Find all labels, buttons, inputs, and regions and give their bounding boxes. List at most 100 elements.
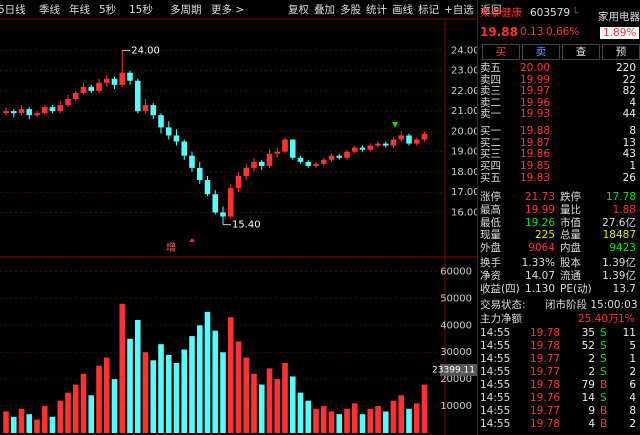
volume-bar xyxy=(119,303,126,433)
stat-value: 19.99 xyxy=(524,203,555,216)
volume-bar xyxy=(282,363,288,433)
stat-label: 最高 xyxy=(480,203,501,216)
volume-bar xyxy=(18,408,25,433)
stat-value: 19.26 xyxy=(524,216,555,229)
toolbar-item[interactable]: 5日线 xyxy=(0,4,26,16)
volume-bar xyxy=(297,392,304,433)
trade-side: S xyxy=(600,327,607,339)
candle-body xyxy=(413,139,420,144)
toolbar-item[interactable]: 叠加 xyxy=(314,4,335,16)
candle-body xyxy=(220,212,226,217)
candle-body xyxy=(134,80,141,112)
signal-label: 增 xyxy=(166,241,176,254)
volume-bar xyxy=(142,352,149,433)
flow-pct: 1% xyxy=(618,313,635,325)
button[interactable]: 查 xyxy=(562,44,600,60)
volume-bar xyxy=(181,349,188,433)
volume-bar xyxy=(328,411,335,433)
volume-bar xyxy=(367,408,374,433)
candle-body xyxy=(266,153,273,166)
stat-label: 内盘 xyxy=(560,242,581,255)
trade-time: 14:55 xyxy=(480,379,511,391)
volume-bar xyxy=(266,368,273,433)
book-label: 买三 xyxy=(480,148,501,161)
sector: 家用电器 xyxy=(598,11,640,23)
candle-body xyxy=(65,99,71,106)
stat-value: 27.6亿 xyxy=(602,216,636,229)
stock-name: 荣泰健康 xyxy=(480,7,522,19)
button[interactable]: 卖 xyxy=(522,44,560,60)
trade-count: 1 xyxy=(629,353,636,365)
button[interactable]: 预 xyxy=(602,44,640,60)
trade-count: 4 xyxy=(629,392,636,404)
volume-bar xyxy=(251,373,257,433)
stat-value: 9064 xyxy=(528,242,555,255)
toolbar-item[interactable]: 画线 xyxy=(392,4,413,16)
candle-body xyxy=(18,109,25,114)
stat-label: 外盘 xyxy=(480,242,501,255)
stock-flag: L xyxy=(574,6,579,15)
status: 闭市阶段 15:00:03 xyxy=(545,299,638,311)
y-tick-label: 18.00 xyxy=(451,167,477,178)
y-tick-label: 23.00 xyxy=(451,66,477,77)
book-label: 买四 xyxy=(480,160,501,173)
volume-bar xyxy=(421,384,428,433)
toolbar-item[interactable]: 年线 xyxy=(69,4,90,16)
trade-time: 14:55 xyxy=(480,327,511,339)
candle-body xyxy=(196,167,203,181)
book-price: 19.85 xyxy=(520,160,551,173)
trade-time: 14:55 xyxy=(480,353,511,365)
trade-volume: 4 xyxy=(588,418,595,430)
volume-bar xyxy=(111,379,118,433)
book-label: 买一 xyxy=(480,125,501,137)
toolbar-item[interactable]: +自选 xyxy=(444,4,474,16)
candle-body xyxy=(359,147,366,150)
volume-bar xyxy=(235,341,242,433)
volume-bar xyxy=(375,406,381,433)
volume-bar xyxy=(320,406,327,433)
candle-body xyxy=(320,159,327,164)
volume-bar xyxy=(243,357,250,433)
toolbar-item[interactable]: 多周期 xyxy=(170,4,202,16)
stock-code: 603579 xyxy=(530,7,571,19)
toolbar-item[interactable]: 复权 xyxy=(288,4,309,16)
toolbar-item[interactable]: 统计 xyxy=(366,4,387,16)
toolbar-item[interactable]: 季线 xyxy=(39,4,60,16)
toolbar-item[interactable]: 15秒 xyxy=(129,4,153,16)
volume-bar xyxy=(398,395,405,433)
book-volume: 82 xyxy=(622,85,636,98)
toolbar-item[interactable]: 标记 xyxy=(418,4,439,16)
y-tick-label: 50000 xyxy=(440,293,472,304)
candle-body xyxy=(235,175,242,189)
candle-body xyxy=(189,155,195,168)
book-volume: 4 xyxy=(629,96,636,109)
button[interactable]: 买 xyxy=(482,44,520,60)
stat-value: 1.39亿 xyxy=(602,257,636,269)
trade-price: 19.78 xyxy=(530,379,561,391)
candle-body xyxy=(344,151,350,158)
toolbar-item[interactable]: 5秒 xyxy=(99,4,117,16)
candle-body xyxy=(57,105,64,112)
candle-body xyxy=(289,139,296,158)
candle-body xyxy=(382,143,389,146)
volume-bar xyxy=(49,416,56,433)
toolbar-item[interactable]: 返回 xyxy=(480,4,502,16)
trade-volume: 14 xyxy=(581,392,595,404)
status-label: 交易状态: xyxy=(480,299,526,311)
toolbar-item[interactable]: 多股 xyxy=(340,4,361,16)
stat-value: 18487 xyxy=(602,229,636,242)
trade-side: S xyxy=(600,366,607,378)
stat-label: 流通 xyxy=(560,269,581,282)
trade-time: 14:55 xyxy=(480,405,511,417)
book-label: 卖一 xyxy=(480,108,501,121)
stat-label: 量比 xyxy=(560,203,581,216)
candle-body xyxy=(111,78,118,85)
volume-bar xyxy=(34,419,40,433)
candle-body xyxy=(336,155,343,158)
trade-time: 14:55 xyxy=(480,366,511,378)
candle-body xyxy=(3,111,9,114)
candle-body xyxy=(173,135,180,142)
volume-bar xyxy=(103,357,110,433)
book-volume: 26 xyxy=(622,171,636,184)
toolbar-item[interactable]: 更多 > xyxy=(211,4,245,16)
